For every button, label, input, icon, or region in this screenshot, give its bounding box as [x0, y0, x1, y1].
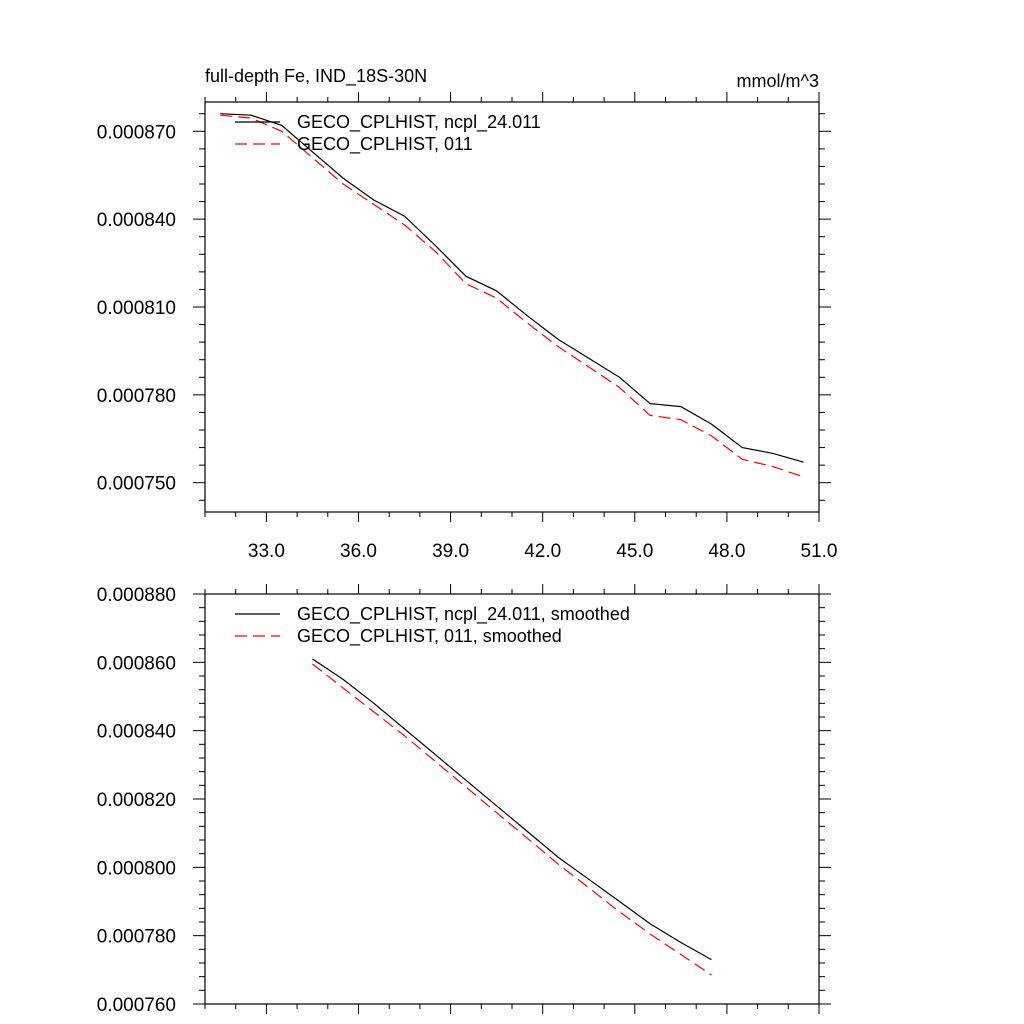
- series-line-1: [220, 113, 804, 463]
- y-tick-label: 0.000880: [97, 585, 176, 606]
- x-tick-label: 33.0: [248, 541, 285, 562]
- x-tick-label: 36.0: [340, 541, 377, 562]
- chart-title: full-depth Fe, IND_18S-30N: [205, 66, 427, 87]
- y-tick-label: 0.000870: [97, 122, 176, 143]
- x-tick-label: 42.0: [524, 541, 561, 562]
- x-tick-label: 45.0: [616, 541, 653, 562]
- legend-label-1: GECO_CPLHIST, ncpl_24.011: [297, 112, 541, 133]
- legend-label-1: GECO_CPLHIST, ncpl_24.011, smoothed: [297, 604, 630, 625]
- series-line-1: [312, 658, 712, 961]
- y-tick-label: 0.000840: [97, 722, 176, 743]
- bottom-panel: 0.000760 0.000780 0.000800 0.000820 0.000840…: [97, 584, 831, 1016]
- plot-frame: [204, 101, 820, 513]
- y-tick-label: 0.000780: [97, 386, 176, 407]
- y-tick-label: 0.000780: [97, 927, 176, 948]
- y-tick-label: 0.000760: [97, 995, 176, 1016]
- top-panel: 33.0 36.0 39.0 42.0 45.0 48.0 51.0 0.000750 0.00…: [97, 66, 838, 562]
- y-tick-label: 0.000810: [97, 298, 176, 319]
- y-tick-label: 0.000750: [97, 474, 176, 495]
- x-tick-label: 51.0: [801, 541, 838, 562]
- y-tick-label: 0.000800: [97, 858, 176, 879]
- y-tick-label: 0.000820: [97, 790, 176, 811]
- series-line-2: [220, 114, 804, 478]
- units-label: mmol/m^3: [737, 71, 819, 91]
- plot-frame: [204, 593, 820, 1005]
- series-line-2: [312, 663, 712, 976]
- y-tick-label: 0.000840: [97, 210, 176, 231]
- x-tick-label: 48.0: [708, 541, 745, 562]
- legend-label-2: GECO_CPLHIST, 011: [297, 134, 473, 155]
- y-tick-label: 0.000860: [97, 653, 176, 674]
- legend-label-2: GECO_CPLHIST, 011, smoothed: [297, 626, 562, 647]
- x-tick-label: 39.0: [432, 541, 469, 562]
